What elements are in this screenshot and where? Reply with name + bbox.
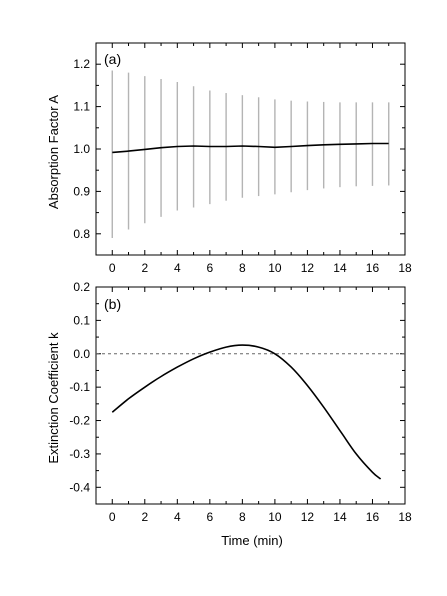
panel-b-x-tick-label: 16 [366, 510, 380, 524]
panel-a-x-tick-label: 8 [239, 261, 246, 275]
panel-b-plot-frame [95, 286, 406, 505]
panel-b-y-tick-label: -0.2 [69, 414, 90, 428]
panel-b-x-tick-label: 0 [109, 510, 116, 524]
panel-b-x-tick-label: 2 [141, 510, 148, 524]
panel-a-x-tick-label: 10 [268, 261, 282, 275]
panel-b-x-tick-label: 8 [239, 510, 246, 524]
panel-a-x-tick-label: 16 [366, 261, 380, 275]
panel-b-xlabel: Time (min) [221, 533, 283, 548]
panel-a: (a) Absorption Factor A 0 2 4 6 8 10 12 14 16 18 0… [46, 42, 412, 275]
panel-b-y-tick-label: 0.0 [73, 347, 90, 361]
panel-b-x-tick-label: 12 [301, 510, 315, 524]
panel-b-x-tick-label: 6 [206, 510, 213, 524]
panel-a-y-tick-label: 1.2 [73, 57, 90, 71]
panel-b-x-tick-label: 4 [174, 510, 181, 524]
panel-b-y-tick-label: -0.3 [69, 447, 90, 461]
panel-b-y-tick-label: -0.4 [69, 480, 90, 494]
panel-a-x-tick-label: 2 [141, 261, 148, 275]
panel-a-x-tick-label: 6 [206, 261, 213, 275]
panel-b-y-tick-label: 0.2 [73, 280, 90, 294]
panel-a-series-line [112, 142, 389, 154]
panel-b-x-tick-label: 14 [333, 510, 347, 524]
panel-a-ylabel: Absorption Factor A [46, 95, 61, 209]
panel-b-label: (b) [104, 296, 121, 312]
panel-b-y-tick-label: -0.1 [69, 380, 90, 394]
panel-b-x-tick-label: 10 [268, 510, 282, 524]
panel-a-y-tick-label: 1.1 [73, 100, 90, 114]
panel-a-label: (a) [104, 51, 121, 67]
panel-a-y-tick-label: 1.0 [73, 142, 90, 156]
panel-b-ylabel: Extinction Coefficient k [46, 332, 61, 464]
panel-b-y-tick-label: 0.1 [73, 313, 90, 327]
panel-b: (b) Extinction Coefficient k Time (min) … [46, 280, 412, 548]
panel-a-x-tick-label: 18 [398, 261, 412, 275]
panel-a-x-tick-label: 14 [333, 261, 347, 275]
panel-b-series-line [111, 344, 382, 480]
panel-a-x-tick-label: 0 [109, 261, 116, 275]
panel-a-y-tick-label: 0.8 [73, 227, 90, 241]
panel-b-x-tick-label: 18 [398, 510, 412, 524]
panel-a-x-tick-label: 4 [174, 261, 181, 275]
panel-a-x-tick-label: 12 [301, 261, 315, 275]
panel-a-y-tick-label: 0.9 [73, 184, 90, 198]
